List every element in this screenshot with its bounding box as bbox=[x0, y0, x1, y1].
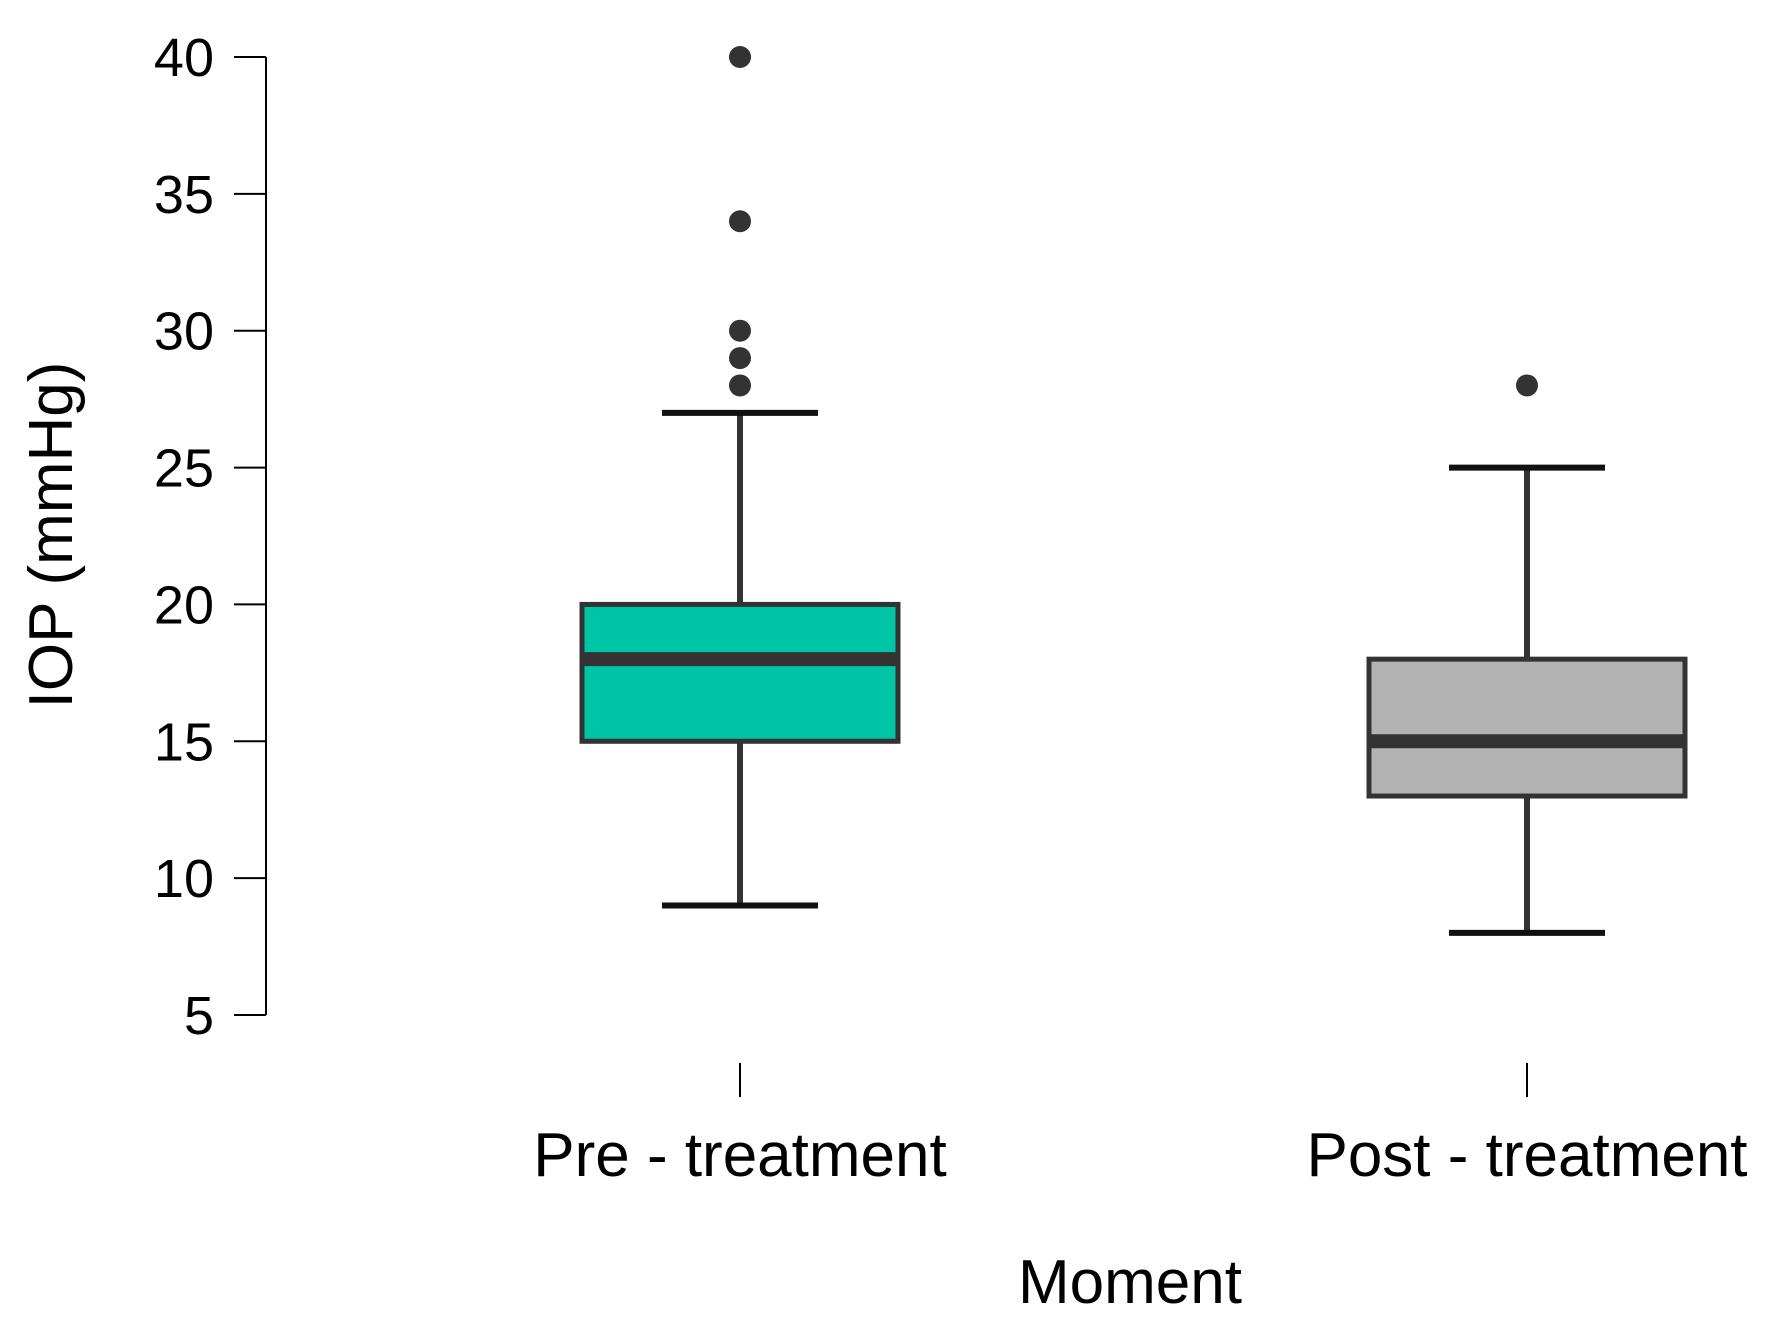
iqr-box bbox=[1366, 656, 1688, 799]
outlier-point bbox=[729, 347, 751, 370]
outlier-point bbox=[1516, 374, 1538, 397]
box-group bbox=[1366, 374, 1688, 936]
outlier-point bbox=[729, 374, 751, 397]
box-group bbox=[579, 46, 901, 909]
x-tick-label: Pre - treatment bbox=[533, 1121, 946, 1190]
outlier-point bbox=[729, 46, 751, 68]
iqr-box bbox=[579, 601, 901, 744]
y-tick-label: 40 bbox=[154, 28, 214, 88]
y-tick-label: 20 bbox=[154, 575, 214, 635]
y-tick-label: 5 bbox=[184, 986, 214, 1046]
y-axis-title: IOP (mmHg) bbox=[17, 362, 86, 709]
y-tick-label: 15 bbox=[154, 712, 214, 772]
y-tick-label: 35 bbox=[154, 165, 214, 225]
y-tick-label: 30 bbox=[154, 302, 214, 362]
x-tick-label: Post - treatment bbox=[1306, 1121, 1747, 1190]
boxes-layer bbox=[579, 46, 1688, 936]
y-tick-label: 25 bbox=[154, 439, 214, 499]
outlier-point bbox=[729, 319, 751, 342]
x-axis-title: Moment bbox=[1018, 1248, 1242, 1317]
y-tick-label: 10 bbox=[154, 849, 214, 909]
x-axis: Pre - treatment Post - treatment bbox=[533, 1063, 1748, 1190]
y-axis: 5 10 15 20 25 30 35 40 bbox=[154, 28, 267, 1046]
outlier-point bbox=[729, 210, 751, 233]
